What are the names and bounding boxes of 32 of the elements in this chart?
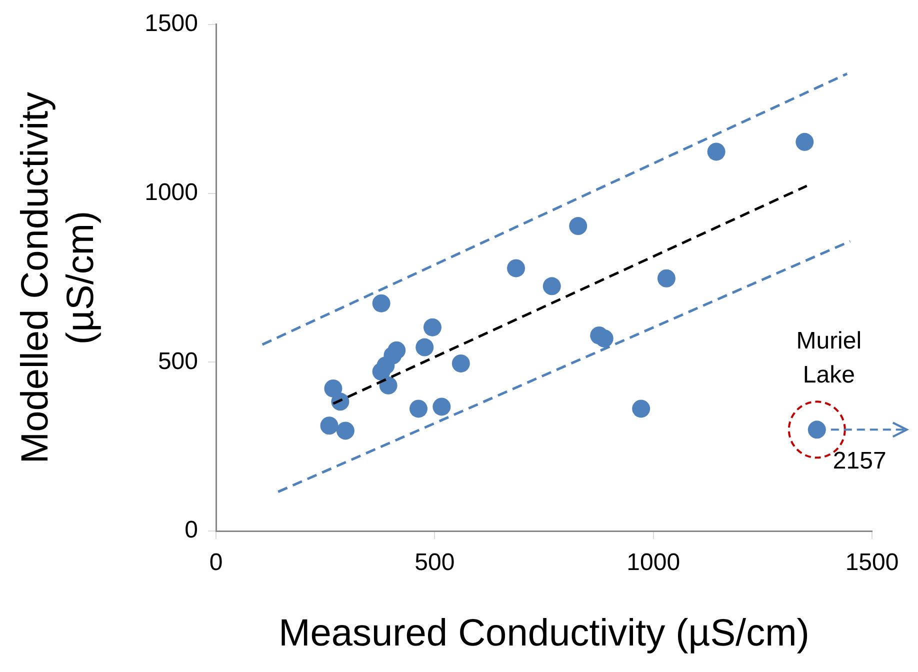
annotation: Muriel Lake [796,327,862,388]
point [372,294,390,312]
point [324,379,342,398]
point [542,277,561,296]
point [423,318,442,336]
point [657,269,676,288]
point [507,259,526,278]
y-axis-title: Modelled Conductivity (µS/cm) [14,92,102,464]
x-tick-label: 0 [209,549,223,576]
point [432,398,451,416]
point [331,392,350,411]
y-tick-label: 500 [158,348,198,375]
point [569,217,588,236]
x-axis-title: Measured Conductivity (µS/cm) [278,612,810,655]
point [632,400,650,418]
y-tick-label: 0 [184,516,198,544]
point [388,341,406,360]
point [796,132,814,151]
point [416,338,434,356]
x-tick-label: 1500 [845,549,899,576]
x-tick-label: 1000 [626,549,680,576]
y-tick-label: 1000 [144,178,198,206]
point [336,422,354,440]
point [379,376,398,394]
point [320,416,338,435]
point [595,329,614,348]
y-tick-label: 1500 [144,10,198,38]
point [409,400,428,418]
point [707,142,726,161]
x-tick-label: 500 [414,549,455,576]
point [452,354,470,372]
annotation: 2157 [832,447,886,474]
